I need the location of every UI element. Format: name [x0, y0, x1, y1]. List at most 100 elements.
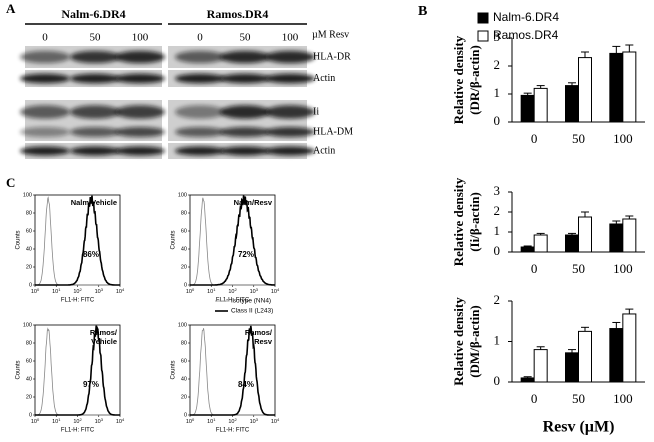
bar: [533, 234, 548, 253]
legend-label: Nalm-6.DR4: [493, 10, 559, 24]
y-axis-label: Relative density: [451, 297, 466, 386]
legend-label: Ramos.DR4: [493, 28, 559, 42]
blot-band: [175, 73, 225, 84]
y-axis-label: Relative density: [451, 177, 466, 266]
bar: [565, 234, 579, 253]
blot-band: [20, 50, 70, 64]
y-tick-label: 60: [181, 228, 187, 234]
x-tick-label: 104: [271, 417, 280, 425]
y-tick-label: 100: [178, 192, 187, 198]
blot-band: [70, 50, 120, 64]
x-tick-label: 102: [228, 417, 237, 425]
percent-label: 84%: [238, 380, 254, 389]
y-tick-label: 80: [181, 340, 187, 346]
x-axis-label: FL1-H: FITC: [61, 428, 95, 434]
tick-exponent: 4: [122, 417, 125, 422]
row-label: Actin: [313, 145, 335, 156]
tick-base: 10: [31, 289, 37, 295]
y-tick-label: 20: [26, 264, 32, 270]
plot-title: Ramos/: [90, 328, 118, 337]
y-axis-label: Counts: [171, 230, 177, 249]
y-tick-label: 1: [494, 85, 501, 100]
bar: [609, 328, 624, 383]
y-axis-label: (DR/β-actin): [467, 45, 482, 115]
x-tick-label: 101: [52, 287, 61, 295]
tick-base: 10: [52, 419, 58, 425]
x-tick-label: 100: [186, 287, 195, 295]
legend-swatch: [477, 12, 489, 24]
tick-base: 10: [228, 289, 234, 295]
x-tick-label: 103: [250, 287, 259, 295]
blot-band: [20, 126, 70, 138]
blot-band: [70, 73, 120, 84]
tick-exponent: 0: [37, 417, 40, 422]
x-tick-label: 50: [572, 131, 585, 146]
y-tick-label: 20: [181, 394, 187, 400]
tick-exponent: 1: [58, 287, 61, 292]
blot-band: [175, 146, 225, 156]
y-tick-label: 20: [181, 264, 187, 270]
class-ii-curve: [35, 325, 120, 416]
y-tick-label: 2: [494, 203, 501, 218]
y-tick-label: 40: [181, 246, 187, 252]
y-axis-label: Relative density: [451, 35, 466, 124]
y-tick-label: 0: [29, 282, 32, 288]
y-tick-label: 3: [494, 29, 501, 44]
x-tick-label: 102: [73, 417, 82, 425]
bar: [622, 51, 637, 123]
unit-label: µM Resv: [312, 29, 349, 40]
x-tick-label: 100: [31, 287, 40, 295]
x-tick-label: 104: [271, 287, 280, 295]
tick-exponent: 0: [37, 287, 40, 292]
blot-band: [70, 146, 120, 156]
blot-band: [70, 105, 120, 119]
class-ii-curve: [190, 325, 275, 416]
blot-band: [115, 105, 165, 119]
lane-label: 50: [90, 32, 102, 44]
row-label: Ii: [313, 106, 319, 117]
tick-base: 10: [52, 289, 58, 295]
x-tick-label: 103: [95, 417, 104, 425]
plot-title: Ramos/: [245, 328, 273, 337]
legend-label: Isotype (NN4): [231, 298, 271, 305]
y-tick-label: 40: [26, 376, 32, 382]
y-tick-label: 0: [494, 243, 501, 258]
blot-band: [265, 50, 315, 64]
y-tick-label: 60: [26, 358, 32, 364]
x-tick-label: 102: [73, 287, 82, 295]
lane-label: 0: [197, 32, 203, 44]
x-axis-label: Resv (µM): [543, 419, 615, 436]
legend-label: Class II (L243): [231, 308, 273, 315]
bar: [520, 377, 535, 383]
blot-band: [220, 73, 270, 84]
tick-base: 10: [207, 289, 213, 295]
blot-band: [20, 146, 70, 156]
y-tick-label: 40: [181, 376, 187, 382]
bar: [565, 352, 579, 383]
blot-band: [115, 126, 165, 138]
x-tick-label: 102: [228, 287, 237, 295]
x-tick-label: 101: [52, 417, 61, 425]
tick-base: 10: [73, 419, 79, 425]
blot-band: [115, 50, 165, 64]
tick-base: 10: [31, 419, 37, 425]
class-ii-curve: [35, 195, 120, 286]
bar: [533, 87, 548, 123]
panel-label: A: [6, 1, 16, 16]
legend-swatch: [477, 30, 489, 42]
plot-frame: [189, 194, 276, 286]
tick-exponent: 0: [192, 417, 195, 422]
x-axis-label: FL1-H: FITC: [61, 298, 95, 304]
group-label: Ramos.DR4: [207, 7, 269, 21]
tick-base: 10: [250, 289, 256, 295]
bar: [622, 313, 637, 383]
y-axis-label: Counts: [16, 360, 22, 379]
tick-base: 10: [271, 289, 277, 295]
x-tick-label: 103: [95, 287, 104, 295]
tick-base: 10: [95, 289, 101, 295]
tick-exponent: 2: [234, 417, 237, 422]
y-tick-label: 1: [494, 223, 501, 238]
x-tick-label: 103: [250, 417, 259, 425]
lane-label: 50: [240, 32, 252, 44]
blot-band: [220, 50, 270, 64]
